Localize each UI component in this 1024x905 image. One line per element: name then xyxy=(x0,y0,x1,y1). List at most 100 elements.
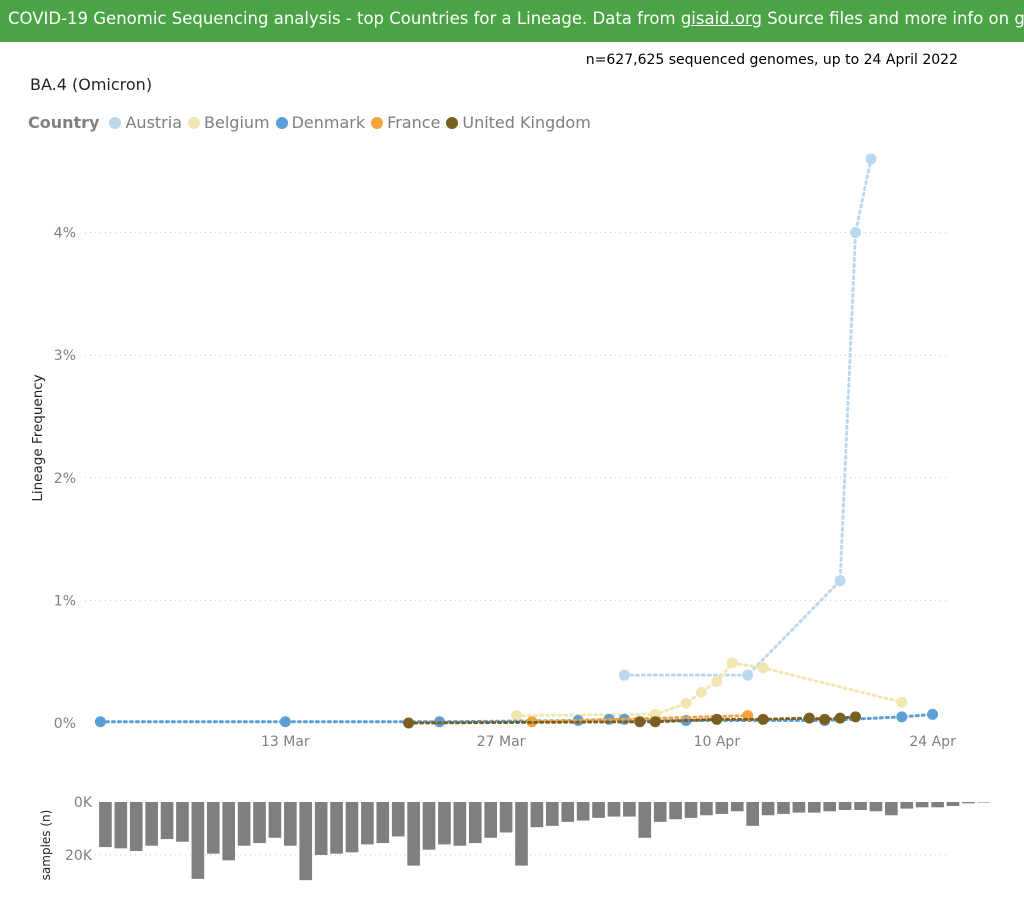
sample-bar xyxy=(145,802,158,846)
data-point xyxy=(834,712,846,724)
sample-bar xyxy=(777,802,790,814)
legend-title: Country xyxy=(28,113,100,132)
sample-bar xyxy=(977,802,991,803)
y-gridlines: 0% 1% 2% 3% 4% xyxy=(54,226,948,732)
sample-bar xyxy=(669,802,682,820)
data-point xyxy=(726,657,738,669)
sample-bar xyxy=(700,802,713,816)
sample-bar xyxy=(176,802,189,842)
legend-item-france[interactable]: France xyxy=(371,113,440,132)
legend-item-belgium[interactable]: Belgium xyxy=(188,113,270,132)
sample-bar xyxy=(530,802,544,828)
sample-bar xyxy=(746,802,759,826)
data-point xyxy=(634,716,646,728)
y-tick-label: 2% xyxy=(54,471,76,487)
sample-bar xyxy=(807,802,821,813)
data-point xyxy=(433,716,445,728)
sample-bar xyxy=(854,802,867,810)
data-point xyxy=(850,227,862,239)
series-line xyxy=(98,712,935,724)
data-point xyxy=(649,708,661,720)
bar-y-tick-label: 20K xyxy=(65,848,93,864)
series-line xyxy=(515,661,904,718)
data-point xyxy=(603,713,615,725)
github-link[interactable]: github xyxy=(1014,9,1024,28)
legend-item-denmark[interactable]: Denmark xyxy=(275,113,366,132)
sample-bar xyxy=(946,802,960,806)
sample-bar xyxy=(684,802,698,818)
samples-bar-chart: 0K 20K samples (n) xyxy=(39,795,991,880)
sample-bar xyxy=(715,802,729,814)
legend-marker xyxy=(446,116,459,129)
legend-label: Denmark xyxy=(291,113,366,132)
sample-bar xyxy=(838,802,852,810)
sample-bar xyxy=(237,802,251,846)
legend-marker xyxy=(109,116,122,129)
legend-item-austria[interactable]: Austria xyxy=(109,113,182,132)
data-point xyxy=(819,715,831,727)
y-tick-label: 3% xyxy=(54,348,76,364)
data-point xyxy=(94,716,106,728)
y-axis-title: Lineage Frequency xyxy=(30,374,46,501)
data-point xyxy=(618,713,630,725)
sample-bar xyxy=(653,802,667,822)
sample-bar xyxy=(484,802,497,838)
legend-marker xyxy=(188,116,201,129)
x-tick-label: 27 Mar xyxy=(477,734,526,750)
data-point xyxy=(819,713,831,725)
banner-text-middle: Source files and more info on xyxy=(761,9,1015,28)
sample-bar xyxy=(453,802,467,846)
series-france xyxy=(526,710,754,728)
legend-label: Austria xyxy=(125,113,183,132)
data-point xyxy=(757,662,769,674)
sample-bar xyxy=(515,802,528,866)
data-point xyxy=(896,696,908,708)
data-point xyxy=(649,716,661,728)
sample-bar xyxy=(962,802,975,804)
data-point xyxy=(618,669,630,681)
sample-bar xyxy=(99,802,112,848)
data-point xyxy=(896,711,908,723)
sample-bar xyxy=(268,802,282,838)
sample-bar xyxy=(253,802,266,844)
bar-y-tick-label: 0K xyxy=(74,795,93,811)
sample-bar xyxy=(823,802,837,812)
data-point xyxy=(711,713,723,725)
gisaid-link[interactable]: gisaid.org xyxy=(680,9,762,28)
x-tick-label: 24 Apr xyxy=(909,734,956,750)
series-line xyxy=(622,157,873,677)
header-banner: COVID-19 Genomic Sequencing analysis - t… xyxy=(0,0,1024,42)
sample-bar xyxy=(222,802,236,861)
sample-bar xyxy=(206,802,220,854)
sample-bar xyxy=(160,802,174,840)
sample-bar xyxy=(191,802,205,879)
sample-bar xyxy=(792,802,806,813)
chart-title: BA.4 (Omicron) xyxy=(30,75,153,94)
sample-bar xyxy=(391,802,405,837)
data-point xyxy=(572,715,584,727)
data-point xyxy=(680,697,692,709)
sample-bar xyxy=(129,802,143,852)
sample-bar xyxy=(284,802,297,846)
sample-bar xyxy=(931,802,944,808)
sample-bar xyxy=(730,802,744,812)
y-tick-label: 1% xyxy=(54,593,76,609)
series-austria xyxy=(618,153,877,681)
data-point xyxy=(742,710,754,722)
sample-bar xyxy=(638,802,652,838)
sample-bar xyxy=(114,802,128,849)
legend-marker xyxy=(371,116,384,129)
data-point xyxy=(511,710,522,722)
series-line xyxy=(407,715,858,725)
data-point xyxy=(695,686,707,698)
sample-bar xyxy=(499,802,513,833)
sample-bar xyxy=(361,802,374,845)
series-united-kingdom xyxy=(403,711,862,729)
sample-bar xyxy=(546,802,559,826)
sample-bar xyxy=(376,802,390,844)
sample-bar xyxy=(915,802,929,808)
data-point xyxy=(757,713,769,725)
banner-text-prefix: COVID-19 Genomic Sequencing analysis - t… xyxy=(8,9,681,28)
legend-item-united-kingdom[interactable]: United Kingdom xyxy=(446,113,591,132)
sample-bar xyxy=(345,802,359,853)
